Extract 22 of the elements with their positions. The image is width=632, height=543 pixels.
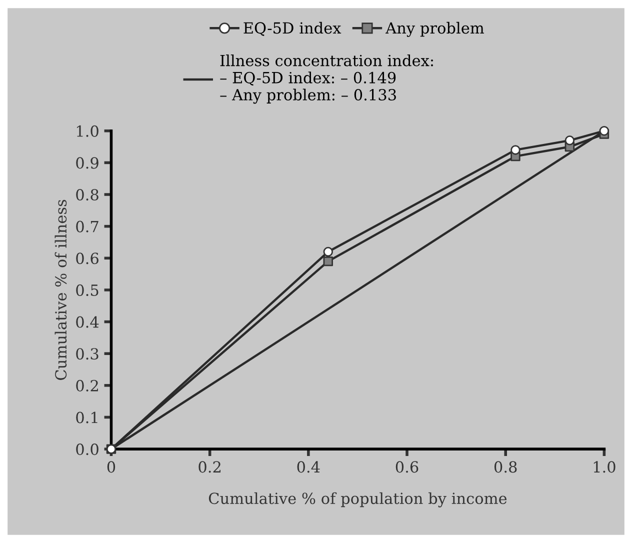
legend-label: EQ-5D index — [244, 22, 342, 36]
y-axis-title: Cumulative % of illness — [54, 200, 67, 380]
x-tick-label: 0.2 — [198, 461, 220, 473]
y-tick-label: 1.0 — [76, 125, 98, 137]
legend-label: Any problem — [385, 22, 484, 37]
legend-label: Illness concentration index: – EQ-5D index: – 0.149 – Any problem: – 0.133 — [220, 54, 433, 104]
y-tick-label: 0.2 — [76, 380, 98, 392]
y-tick-label: 0.1 — [76, 412, 98, 424]
x-tick-label: 0.4 — [297, 461, 320, 473]
x-tick-label: 0.6 — [396, 461, 418, 473]
y-tick-label: 0.6 — [76, 252, 98, 264]
y-tick-label: 0.4 — [76, 316, 99, 328]
y-tick-label: 0.8 — [76, 188, 98, 201]
y-tick-label: 0.3 — [76, 348, 98, 360]
y-tick-label: 0.7 — [76, 220, 98, 232]
y-tick-label: 0.0 — [76, 444, 98, 456]
x-tick-label: 0.8 — [494, 461, 517, 473]
y-tick-label: 0.9 — [76, 157, 98, 169]
x-tick-label: 1.0 — [594, 461, 616, 473]
x-tick-label: 0 — [107, 461, 116, 473]
y-tick-label: 0.5 — [76, 284, 98, 296]
x-axis-title: Cumulative % of population by income — [208, 492, 507, 508]
